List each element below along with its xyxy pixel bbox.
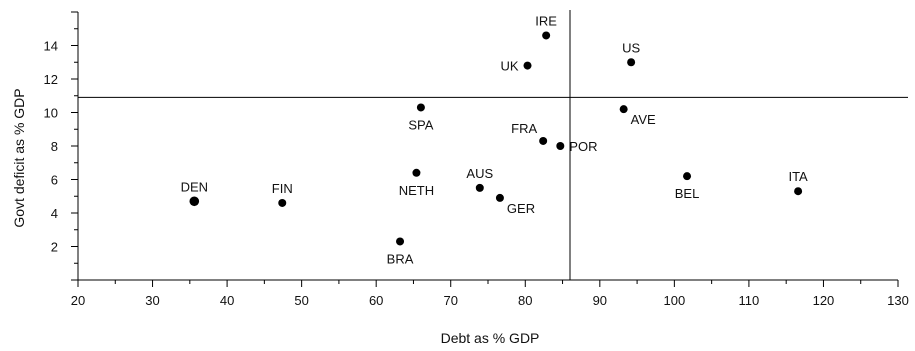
data-point-ger — [495, 193, 504, 202]
data-label-fra: FRA — [511, 121, 537, 136]
data-label-aus: AUS — [466, 166, 493, 181]
data-label-ita: ITA — [788, 169, 808, 184]
data-label-spa: SPA — [408, 117, 433, 132]
x-tick-label: 90 — [593, 293, 607, 308]
x-tick-label: 40 — [220, 293, 234, 308]
x-tick-label: 130 — [887, 293, 909, 308]
x-tick-label: 100 — [664, 293, 686, 308]
y-tick-label: 6 — [51, 173, 58, 188]
data-label-us: US — [622, 40, 640, 55]
y-tick-label: 2 — [51, 240, 58, 255]
data-label-uk: UK — [500, 59, 518, 74]
x-tick-label: 30 — [145, 293, 159, 308]
data-point-uk — [523, 61, 532, 70]
data-point-ave — [619, 105, 628, 114]
data-label-ire: IRE — [535, 13, 557, 28]
data-label-por: POR — [569, 139, 597, 154]
data-label-ger: GER — [507, 201, 535, 216]
data-label-bra: BRA — [387, 251, 414, 266]
data-label-den: DEN — [181, 179, 208, 194]
x-tick-label: 20 — [71, 293, 85, 308]
y-tick-label: 10 — [44, 106, 58, 121]
data-point-ita — [794, 187, 803, 196]
data-point-fra — [539, 136, 548, 145]
x-tick-label: 70 — [443, 293, 457, 308]
reference-lines — [78, 10, 908, 280]
x-axis-title: Debt as % GDP — [441, 330, 540, 346]
data-point-us — [627, 58, 636, 67]
x-tick-label: 50 — [294, 293, 308, 308]
data-point-neth — [412, 168, 421, 177]
y-tick-label: 12 — [44, 72, 58, 87]
data-point-fin — [278, 198, 287, 207]
x-tick-label: 60 — [369, 293, 383, 308]
x-tick-label: 110 — [739, 293, 760, 308]
y-tick-label: 8 — [51, 139, 58, 154]
data-point-por — [556, 142, 565, 150]
x-tick-label: 80 — [518, 293, 532, 308]
data-label-bel: BEL — [675, 186, 700, 201]
data-point-aus — [475, 183, 484, 192]
x-tick-label: 120 — [813, 293, 835, 308]
data-label-neth: NETH — [399, 183, 434, 198]
data-point-den — [189, 196, 200, 207]
y-tick-label: 4 — [51, 206, 58, 221]
data-points: IRE UK US SPA AVE FRA POR NETH AUS GER BEL ITA DEN FI… — [181, 13, 808, 266]
data-point-bel — [683, 172, 692, 181]
x-axis-ticks: 20 30 40 50 60 70 80 90 100 110 120 130 — [71, 280, 909, 308]
data-point-ire — [542, 31, 551, 40]
axes — [77, 12, 898, 281]
y-axis-title: Govt deficit as % GDP — [11, 88, 27, 227]
data-point-bra — [396, 237, 405, 246]
data-label-fin: FIN — [272, 181, 293, 196]
y-tick-label: 14 — [44, 39, 58, 54]
data-label-ave: AVE — [631, 112, 656, 127]
data-point-spa — [416, 103, 425, 112]
y-axis-ticks: 2 4 6 8 10 12 14 — [44, 11, 78, 281]
